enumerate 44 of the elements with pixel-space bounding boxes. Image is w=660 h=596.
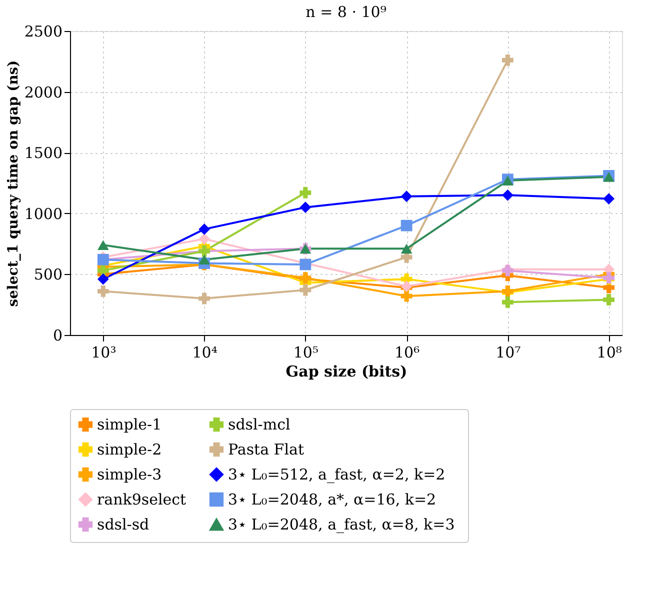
legend-label: 3⋆ L₀=2048, a*, α=16, k=2 — [228, 490, 436, 508]
point — [603, 294, 615, 306]
y-tick-label: 2500 — [24, 22, 62, 40]
point — [400, 244, 412, 254]
x-tick-label: 10⁶ — [394, 344, 420, 362]
y-tick-label: 2000 — [24, 83, 62, 102]
legend-label: simple-2 — [97, 440, 162, 458]
legend-label: simple-1 — [97, 416, 162, 434]
point — [198, 254, 210, 265]
x-tick-label: 10⁸ — [596, 344, 622, 362]
point — [400, 290, 412, 302]
y-tick-label: 500 — [34, 266, 62, 284]
point — [198, 224, 210, 235]
legend-label: sdsl-mcl — [228, 416, 290, 434]
legend-label: 3⋆ L₀=512, a_fast, α=2, k=2 — [228, 466, 446, 484]
y-axis-title: select_1 query time on gap (ns) — [5, 60, 22, 307]
point — [300, 202, 312, 214]
y-tick-label: 1500 — [24, 144, 62, 162]
point — [300, 284, 312, 296]
x-tick-label: 10⁵ — [293, 344, 318, 362]
x-axis-title: Gap size (bits) — [286, 362, 408, 380]
point — [97, 240, 109, 250]
point — [502, 54, 514, 66]
legend-label: Pasta Flat — [228, 440, 304, 458]
point — [198, 233, 210, 245]
point — [603, 193, 615, 205]
y-tick-label: 0 — [52, 326, 62, 344]
point — [300, 187, 312, 198]
legend-label: 3⋆ L₀=2048, a_fast, α=8, k=3 — [228, 516, 455, 534]
x-tick-label: 10⁴ — [192, 344, 218, 362]
point — [97, 273, 109, 285]
point — [502, 296, 514, 308]
legend-label: rank9select — [97, 490, 186, 508]
y-tick-label: 1000 — [24, 204, 62, 223]
legend-label: simple-3 — [97, 466, 162, 484]
point — [198, 292, 210, 304]
point — [400, 220, 412, 232]
x-tick-label: 10³ — [91, 344, 116, 362]
point — [502, 189, 514, 201]
legend-label: sdsl-sd — [97, 516, 150, 534]
point — [97, 286, 109, 297]
chart-title: n = 8 · 10⁹ — [306, 3, 386, 21]
x-tick-label: 10⁷ — [496, 344, 521, 362]
point — [400, 190, 412, 202]
